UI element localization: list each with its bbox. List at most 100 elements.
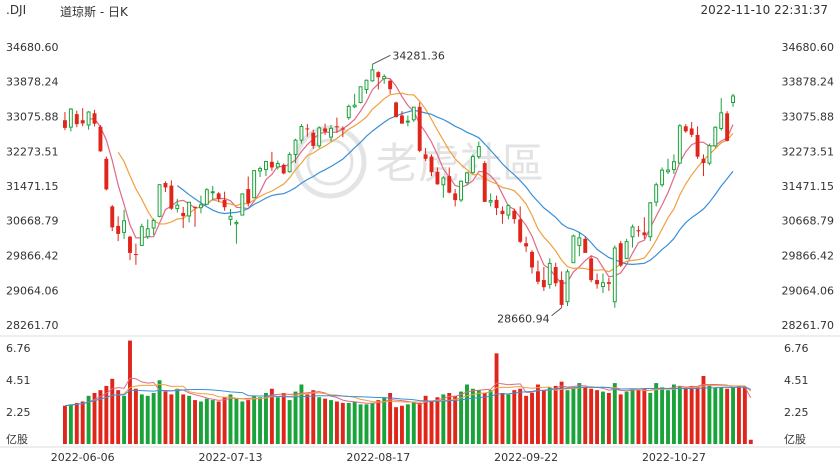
candle-body — [346, 105, 351, 119]
candle — [612, 245, 617, 308]
price-tick-right: 31471.15 — [782, 180, 835, 193]
candle-body — [541, 280, 546, 288]
candle-body — [707, 145, 712, 164]
volume-average-lines — [64, 377, 752, 407]
volume-bar — [329, 400, 333, 444]
candle — [731, 93, 735, 107]
volume-bar — [364, 404, 369, 444]
candle — [388, 79, 393, 94]
candle-body — [258, 168, 263, 172]
candle — [234, 220, 239, 244]
candle — [80, 108, 85, 127]
candle-body — [677, 125, 682, 164]
volume-bar — [624, 391, 629, 444]
candle-body — [293, 139, 298, 155]
candle — [163, 181, 168, 193]
candle-body — [701, 158, 706, 164]
grid — [0, 335, 840, 448]
price-tick-right: 34680.60 — [782, 41, 835, 54]
candle-body — [666, 169, 670, 173]
volume-bar — [128, 340, 132, 444]
candle — [583, 236, 588, 253]
candle — [577, 232, 582, 257]
candle-body — [642, 232, 647, 236]
volume-bar — [275, 397, 280, 444]
volume-bar — [636, 390, 641, 444]
volume-bar — [518, 388, 523, 444]
candle-body — [725, 113, 730, 141]
candle — [476, 141, 481, 159]
candle-body — [565, 271, 570, 303]
candle — [258, 166, 263, 177]
volume-bar — [447, 393, 452, 444]
volume-bar — [577, 383, 582, 444]
volume-tick-right: 4.51 — [784, 374, 809, 387]
volume-bar — [441, 394, 446, 444]
candle-body — [299, 125, 304, 141]
candle — [98, 124, 103, 152]
volume-bar — [204, 398, 209, 444]
candle — [660, 167, 665, 187]
candle-body — [400, 115, 404, 124]
candle — [128, 235, 132, 261]
volume-bar — [305, 394, 310, 444]
candle-body — [618, 243, 623, 266]
candle — [447, 167, 452, 194]
candle-body — [683, 126, 688, 132]
candle-body — [128, 236, 132, 253]
price-tick-left: 29866.42 — [6, 250, 59, 263]
volume-tick-left: 4.51 — [6, 374, 31, 387]
candle — [524, 236, 529, 252]
volume-bar — [323, 398, 328, 444]
candle — [382, 74, 387, 84]
volume-bar — [654, 383, 659, 444]
candle-body — [512, 210, 517, 220]
candle — [216, 192, 221, 203]
date-axis: 2022-06-06 2022-07-13 2022-08-17 2022-09-22… — [51, 451, 706, 464]
candle-body — [63, 120, 67, 128]
candle — [352, 93, 357, 109]
candle-body — [246, 189, 251, 204]
candle — [376, 71, 381, 90]
volume-bar — [258, 397, 263, 444]
candle — [311, 129, 316, 149]
volume-bar — [707, 385, 712, 444]
volume-bar — [583, 387, 588, 444]
candle — [394, 101, 398, 118]
candle — [559, 271, 564, 308]
price-tick-left: 33878.24 — [6, 76, 59, 89]
candle-body — [281, 164, 286, 174]
candle — [63, 111, 67, 131]
candle-body — [104, 158, 109, 190]
volume-bar — [287, 400, 292, 444]
candle-body — [470, 156, 475, 174]
candle — [264, 160, 268, 177]
price-tick-left: 30668.79 — [6, 215, 59, 228]
candle — [671, 154, 676, 174]
candle — [713, 126, 718, 148]
candle-body — [530, 251, 534, 268]
candle — [275, 160, 280, 170]
candle — [701, 154, 706, 177]
volume-bar — [589, 388, 594, 444]
volume-bar — [606, 393, 611, 444]
candle-body — [695, 134, 700, 157]
volume-bar — [317, 397, 322, 444]
candle — [334, 117, 339, 133]
candle-body — [151, 219, 156, 229]
candle-body — [175, 204, 180, 210]
candle — [606, 277, 611, 291]
volume-bar — [240, 401, 245, 444]
candle — [453, 189, 458, 207]
volume-bar — [157, 380, 162, 444]
candle — [518, 206, 523, 244]
extreme-annotation: 28660.94 — [497, 307, 562, 326]
volume-bar — [169, 394, 174, 444]
date-tick: 2022-08-17 — [346, 451, 410, 464]
candle-body — [252, 170, 257, 199]
candle-body — [654, 184, 659, 203]
annotation-leader — [372, 54, 391, 65]
candle — [666, 158, 670, 174]
candle — [689, 121, 694, 138]
